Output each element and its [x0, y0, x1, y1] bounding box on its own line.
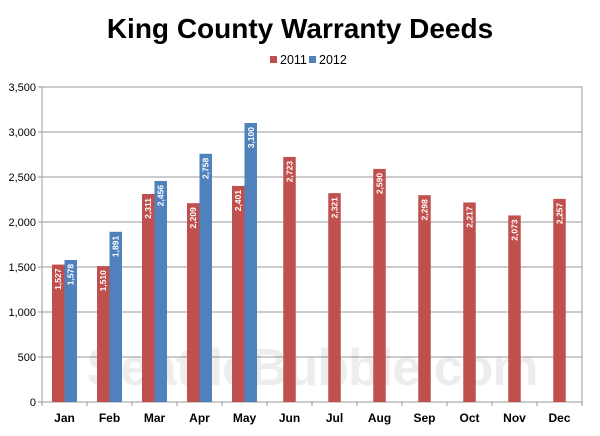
x-tick-label: Jul	[326, 411, 343, 425]
y-tick-label: 3,000	[8, 127, 36, 139]
bar-2011-apr	[187, 203, 200, 402]
y-tick-label: 0	[30, 397, 36, 409]
y-tick-label: 3,500	[8, 82, 36, 94]
bar-2012-mar	[154, 180, 167, 402]
data-label: 2,311	[143, 198, 153, 219]
data-label: 1,527	[53, 268, 63, 290]
bar-2011-feb	[97, 266, 110, 402]
x-tick-label: Jun	[279, 411, 300, 425]
x-tick-label: Sep	[413, 411, 435, 425]
data-label: 1,578	[66, 264, 76, 286]
bar-2012-feb	[109, 231, 122, 402]
bar-2011-oct	[463, 202, 476, 402]
data-label: 1,891	[111, 236, 121, 258]
x-tick-label: Nov	[503, 411, 526, 425]
x-tick-label: Apr	[189, 411, 210, 425]
data-label: 2,321	[330, 197, 340, 219]
legend-swatch-2012	[309, 56, 316, 63]
data-label: 2,298	[420, 199, 430, 221]
bar-2011-dec	[553, 198, 566, 402]
bar-2012-may	[244, 123, 257, 402]
x-tick-label: Jan	[54, 411, 75, 425]
bar-2012-jan	[64, 259, 77, 402]
data-label: 2,257	[555, 203, 565, 225]
bar-2012-apr	[199, 153, 212, 402]
x-tick-label: Dec	[548, 411, 570, 425]
y-tick-label: 2,500	[8, 172, 36, 184]
bar-2011-nov	[508, 215, 521, 402]
y-tick-label: 500	[18, 352, 36, 364]
bar-2011-jul	[328, 193, 341, 402]
data-label: 2,401	[233, 190, 243, 212]
legend-label-2011: 2011	[280, 53, 307, 67]
data-label: 2,217	[465, 206, 475, 228]
data-label: 1,510	[98, 270, 108, 292]
data-label: 2,758	[201, 158, 211, 180]
y-tick-label: 1,000	[8, 307, 36, 319]
data-label: 2,456	[156, 185, 166, 207]
x-tick-label: Oct	[459, 411, 479, 425]
bar-2011-jun	[283, 156, 296, 402]
legend-label-2012: 2012	[319, 53, 347, 67]
data-label: 2,723	[285, 161, 295, 183]
chart-title: King County Warranty Deeds	[107, 13, 493, 44]
x-tick-label: Aug	[368, 411, 391, 425]
bar-2011-jan	[52, 264, 65, 402]
bar-2011-sep	[418, 195, 431, 402]
data-label: 2,209	[188, 207, 198, 229]
y-tick-label: 2,000	[8, 217, 36, 229]
bar-2011-aug	[373, 168, 386, 402]
x-tick-label: May	[233, 411, 257, 425]
bar-2011-mar	[142, 194, 155, 402]
data-label: 2,073	[510, 219, 520, 241]
data-label: 2,590	[375, 173, 385, 195]
legend-swatch-2011	[270, 56, 277, 63]
x-tick-label: Mar	[144, 411, 166, 425]
data-label: 3,100	[246, 127, 256, 149]
legend: 2011 2012	[270, 53, 347, 67]
bar-2011-may	[232, 185, 245, 402]
x-tick-label: Feb	[99, 411, 120, 425]
y-tick-label: 1,500	[8, 262, 36, 274]
